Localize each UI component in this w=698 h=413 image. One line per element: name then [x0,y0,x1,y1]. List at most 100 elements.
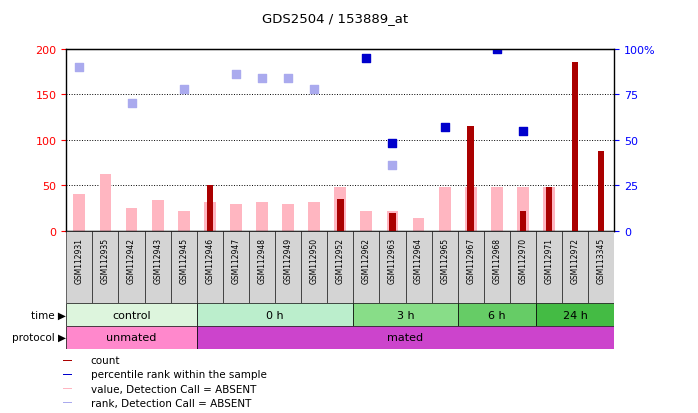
Text: rank, Detection Call = ABSENT: rank, Detection Call = ABSENT [91,398,251,408]
Text: GSM112947: GSM112947 [232,237,240,283]
Bar [543,188,555,231]
Bar [491,188,503,231]
Point [230,72,242,78]
Bar [100,175,111,231]
Bar [588,231,614,304]
Point [361,55,372,62]
Text: GDS2504 / 153889_at: GDS2504 / 153889_at [262,12,408,25]
Text: GSM112949: GSM112949 [283,237,292,283]
Bar [73,195,85,231]
Bar [197,231,223,304]
Point [544,32,555,38]
Bar [204,202,216,231]
Bar [63,402,72,404]
Point [256,75,267,82]
Bar [256,202,268,231]
Bar [92,231,119,304]
Text: GSM112964: GSM112964 [414,237,423,283]
Bar [119,231,144,304]
Text: GSM112962: GSM112962 [362,237,371,283]
Point [595,0,607,6]
Text: GSM112946: GSM112946 [205,237,214,283]
Bar [406,231,431,304]
Bar [458,304,536,326]
Text: mated: mated [387,332,424,343]
Bar [353,231,380,304]
Point [74,64,85,71]
Bar [66,326,197,349]
Text: time ▶: time ▶ [31,310,66,320]
Bar [468,127,474,231]
Bar [151,200,163,231]
Bar [301,231,327,304]
Bar [389,213,396,231]
Bar [178,211,190,231]
Bar [327,231,353,304]
Text: GSM112952: GSM112952 [336,237,345,283]
Text: GSM112948: GSM112948 [258,237,267,283]
Bar [536,231,562,304]
Bar [309,202,320,231]
Bar [413,218,424,231]
Bar [439,188,450,231]
Bar [572,63,579,231]
Bar [360,211,372,231]
Text: 3 h: 3 h [396,310,415,320]
Bar [380,231,406,304]
Bar [63,360,72,361]
Bar [510,231,536,304]
Point [387,163,398,169]
Bar [144,231,171,304]
Text: GSM112942: GSM112942 [127,237,136,283]
Text: GSM112963: GSM112963 [388,237,397,283]
Bar [66,231,92,304]
Bar [282,204,294,231]
Point [309,86,320,93]
Bar [275,231,301,304]
Text: GSM113345: GSM113345 [597,237,606,283]
Bar [334,188,346,231]
Text: GSM112943: GSM112943 [153,237,162,283]
Text: GSM112965: GSM112965 [440,237,449,283]
Bar [197,304,353,326]
Bar [562,231,588,304]
Text: GSM112935: GSM112935 [101,237,110,283]
Point [491,46,503,53]
Text: 6 h: 6 h [488,310,505,320]
Text: GSM112931: GSM112931 [75,237,84,283]
Point [205,24,216,31]
Bar [598,151,604,231]
Text: control: control [112,310,151,320]
Bar [546,188,552,231]
Bar [519,211,526,231]
Text: 0 h: 0 h [266,310,284,320]
Bar [458,231,484,304]
Bar [517,188,529,231]
Bar [353,304,458,326]
Bar [126,209,138,231]
Bar [207,186,213,231]
Text: GSM112945: GSM112945 [179,237,188,283]
Bar [536,304,614,326]
Point [439,124,450,131]
Point [387,141,398,147]
Bar [63,374,72,375]
Point [283,75,294,82]
Text: protocol ▶: protocol ▶ [13,332,66,343]
Bar [66,304,197,326]
Bar [223,231,249,304]
Text: count: count [91,356,120,366]
Text: value, Detection Call = ABSENT: value, Detection Call = ABSENT [91,384,256,394]
Bar [171,231,197,304]
Text: unmated: unmated [106,332,157,343]
Bar [387,211,399,231]
Text: GSM112968: GSM112968 [492,237,501,283]
Bar [484,231,510,304]
Text: GSM112970: GSM112970 [519,237,528,283]
Point [517,128,528,135]
Point [126,101,137,107]
Point [100,37,111,44]
Text: 24 h: 24 h [563,310,588,320]
Text: GSM112967: GSM112967 [466,237,475,283]
Bar [230,204,242,231]
